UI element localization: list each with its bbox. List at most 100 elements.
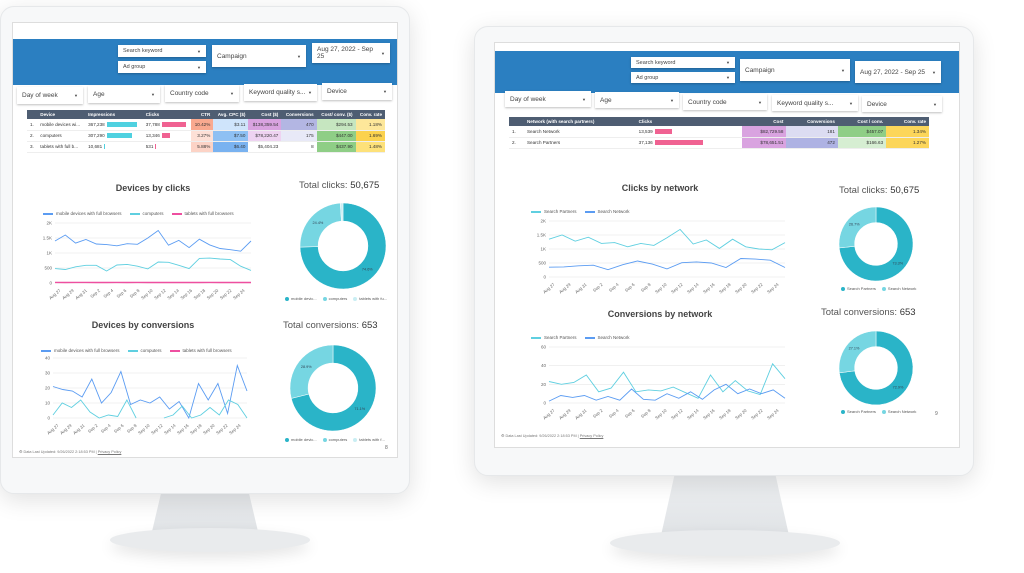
date-range-picker[interactable]: Aug 27, 2022 - Sep 25 ▼ [855,61,941,83]
x-tick-label: Aug 27 [542,282,556,295]
legend-item[interactable]: computers [127,348,162,353]
donut-slice[interactable] [839,330,914,406]
table-row[interactable]: 2. computers 307,290 13,346 3.27% $7.50 … [27,130,385,142]
donut-slice[interactable] [838,206,914,282]
conv-rate-cell: 1.69% [355,130,385,142]
legend-item[interactable]: tablets with full browsers [169,348,232,353]
series-line-computers [52,399,248,419]
donut-slice[interactable] [290,344,377,432]
legend-item[interactable]: Search Network [881,286,916,291]
day-of-week-dropdown[interactable]: Day of week ▼ [17,87,83,104]
dropdown-label: Day of week [510,95,546,103]
campaign-dropdown[interactable]: Campaign ▼ [740,59,850,81]
campaign-dropdown[interactable]: Campaign ▼ [212,45,306,67]
age-dropdown[interactable]: Age ▼ [595,92,679,108]
last-updated: Data Last Updated: 9/26/2022 2:18:53 PM [23,450,95,454]
legend-item[interactable]: tablets with f... [353,437,385,442]
y-tick-label: 500 [538,261,546,266]
country-code-dropdown[interactable]: Country code ▼ [165,85,239,102]
col-clicks[interactable]: Clicks [142,110,191,119]
clicks-value: 531 [145,143,154,149]
x-tick-label: Sep 2 [592,282,604,293]
x-tick-label: Aug 29 [558,408,572,421]
col-cost-conv[interactable]: Cost / conv. [837,117,887,126]
search-keyword-dropdown[interactable]: Search keyword ▼ [118,45,206,57]
legend-item[interactable]: Search Partners [841,286,876,291]
device-dropdown[interactable]: Device ▼ [862,96,942,112]
ad-group-dropdown[interactable]: Ad group ▼ [631,72,735,83]
keyword-quality-dropdown[interactable]: Keyword quality s... ▼ [772,95,858,111]
right-monitor-stand [660,470,790,540]
x-tick-label: Sep 24 [232,288,246,301]
donut-slice[interactable] [299,202,387,290]
legend-item[interactable]: Search Network [881,409,916,414]
x-tick-label: Sep 2 [592,408,604,419]
total-label: Total clicks: [299,180,348,191]
legend-item[interactable]: Search Partners [531,209,577,214]
country-code-dropdown[interactable]: Country code ▼ [683,94,767,110]
table-row[interactable]: 3. tablets with full b... 10,681 531 5.8… [27,141,385,153]
legend-item[interactable]: mobile devices with full browsers [43,211,122,216]
chart-legend: Search Partners Search Network [531,209,630,214]
impressions-bar [104,144,106,150]
x-tick-label: Sep 12 [150,423,164,436]
privacy-policy-link[interactable]: Privacy Policy [579,434,604,438]
donut-slice[interactable] [838,330,877,374]
col-network[interactable]: Network (with search partners) [523,117,636,126]
col-impressions[interactable]: Impressions [85,110,143,119]
table-row[interactable]: 1. Search Network 13,539 $82,729.58 181 … [509,126,929,138]
col-clicks[interactable]: Clicks [635,117,743,126]
col-cost[interactable]: Cost [742,117,787,126]
col-device[interactable]: Device [37,110,86,119]
donut-slice[interactable] [340,202,344,222]
legend-item[interactable]: computers [322,296,347,301]
legend-item[interactable]: computers [322,437,347,442]
legend-item[interactable]: Search Partners [841,409,876,414]
search-keyword-dropdown[interactable]: Search keyword ▼ [631,57,735,68]
legend-item[interactable]: Search Network [584,209,630,214]
device-dropdown[interactable]: Device ▼ [322,83,392,100]
table-row[interactable]: 2. Search Partners 37,136 $78,651.51 472… [509,137,929,149]
legend-item[interactable]: Search Partners [531,335,577,340]
col-cpc[interactable]: Avg. CPC ($) [213,110,249,119]
legend-item[interactable]: mobile devic... [285,437,317,442]
legend-item[interactable]: Search Network [584,335,630,340]
date-range-picker[interactable]: Aug 27, 2022 - Sep 25 ▼ [312,43,390,63]
day-of-week-dropdown[interactable]: Day of week ▼ [505,91,591,107]
legend-item[interactable]: mobile devices with full browsers [41,348,120,353]
legend-swatch [531,211,541,213]
impressions-bar [106,133,133,139]
cpc-cell: $6.40 [213,141,249,153]
legend-item[interactable]: mobile devic... [285,296,317,301]
chart-legend: mobile devices with full browsers compute… [41,348,232,353]
col-conversions[interactable]: Conversions [786,117,838,126]
right-monitor-base [610,530,840,556]
col-conversions[interactable]: Conversions [281,110,317,119]
age-dropdown[interactable]: Age ▼ [88,86,160,103]
col-ctr[interactable]: CTR [190,110,214,119]
donut-slice[interactable] [838,206,877,249]
legend-item[interactable]: computers [129,211,164,216]
x-tick-label: Aug 27 [542,408,556,421]
right-screen: Search keyword ▼ Ad group ▼ Campaign ▼ Aug … [494,42,960,448]
table-row[interactable]: 1. mobile devices wi... 367,238 37,788 1… [27,119,385,131]
row-index: 1. [509,126,524,138]
x-tick-label: Sep 22 [750,282,764,295]
donut-slice[interactable] [289,344,334,399]
ctr-cell: 3.27% [190,130,214,142]
legend-item[interactable]: tablets with full browsers [171,211,234,216]
slice-label: 73.3% [892,262,903,266]
caret-down-icon: ▼ [297,53,301,59]
privacy-policy-link[interactable]: Privacy Policy [97,450,122,454]
col-conv-rate[interactable]: Conv. rate [886,117,929,126]
col-cost-conv[interactable]: Cost/ conv. ($) [316,110,356,119]
ad-group-dropdown[interactable]: Ad group ▼ [118,61,206,73]
col-conv-rate[interactable]: Conv. rate [355,110,385,119]
donut-slice[interactable] [299,202,342,248]
col-cost[interactable]: Cost ($) [248,110,282,119]
legend-item[interactable]: tablets with fu... [353,296,387,301]
keyword-quality-dropdown[interactable]: Keyword quality s... ▼ [244,84,317,101]
caret-down-icon: ▼ [308,90,312,95]
caret-down-icon: ▼ [933,101,937,107]
